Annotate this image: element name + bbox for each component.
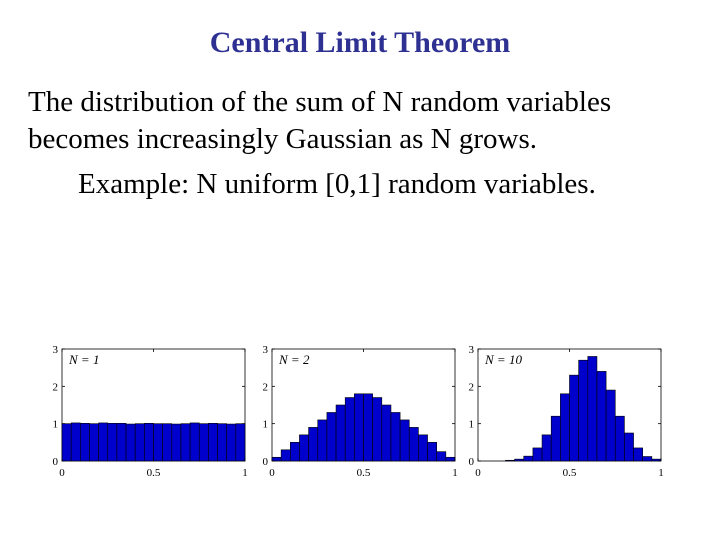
y-tick-label: 2 — [53, 381, 59, 393]
histogram-bar — [560, 393, 570, 462]
histogram-bar — [235, 423, 246, 462]
histogram-bar — [317, 419, 328, 462]
histogram-bar — [116, 422, 127, 462]
panel-n-label: N = 10 — [484, 352, 522, 367]
histogram-bar — [107, 422, 118, 462]
y-tick-label: 2 — [263, 381, 269, 393]
histogram-bar — [605, 389, 616, 462]
x-tick-label: 1 — [242, 467, 248, 479]
histogram-bar — [445, 456, 456, 462]
x-tick-label: 1 — [658, 467, 664, 479]
x-tick-label: 0 — [475, 467, 481, 479]
histogram-bar — [614, 415, 625, 462]
histogram-panel-2: 0 1 2 3 0 0.5 1 N = 2 — [263, 344, 458, 479]
histogram-bar — [633, 447, 643, 462]
example-line: Example: N uniform [0,1] random variable… — [78, 168, 596, 200]
slide-body: The distribution of the sum of N random … — [28, 84, 708, 158]
histogram-bar — [408, 427, 419, 462]
histogram-bar — [89, 423, 99, 462]
histogram-bar — [217, 423, 228, 462]
histogram-bar — [523, 455, 534, 462]
histogram-bar — [372, 397, 383, 462]
histogram-bar — [171, 423, 182, 462]
histogram-bar — [335, 404, 346, 462]
histogram-bar — [153, 423, 163, 462]
histogram-bar — [569, 374, 579, 462]
histogram-bar — [280, 449, 291, 462]
histogram-bar — [354, 393, 364, 462]
histogram-bar — [61, 423, 72, 462]
histogram-bar — [308, 427, 319, 462]
histogram-bar — [299, 434, 309, 462]
histogram-bar — [587, 356, 598, 462]
histogram-bar — [363, 393, 373, 462]
histogram-bar — [162, 423, 173, 462]
histogram-bar — [418, 434, 428, 462]
histogram-bar — [180, 423, 191, 462]
histogram-bar — [550, 415, 561, 462]
histogram-bar — [514, 458, 525, 462]
histogram-bar — [226, 423, 237, 462]
panel-n-label: N = 1 — [68, 352, 99, 367]
histogram-bar — [642, 456, 653, 462]
y-tick-label: 3 — [263, 344, 269, 356]
histogram-bar — [208, 422, 218, 462]
y-tick-label: 3 — [469, 344, 475, 356]
histogram-bar — [390, 412, 401, 462]
histogram-bar — [189, 422, 200, 462]
body-line-2: becomes increasingly Gaussian as N grows… — [28, 123, 537, 155]
histogram-bar — [541, 434, 552, 462]
y-tick-label: 0 — [469, 456, 475, 468]
histogram-bar — [505, 459, 515, 462]
histogram-bar — [578, 359, 589, 462]
y-tick-label: 1 — [469, 419, 475, 431]
histogram-bar — [596, 371, 607, 462]
histogram-panel-3: 0 1 2 3 0 0.5 1 N = 10 — [469, 344, 664, 479]
histogram-bar — [624, 432, 634, 462]
y-tick-label: 2 — [469, 381, 475, 393]
body-line-1: The distribution of the sum of N random … — [28, 86, 612, 118]
y-tick-label: 0 — [263, 456, 269, 468]
histogram-bar — [70, 422, 81, 462]
histogram-bar — [144, 422, 154, 462]
y-tick-label: 0 — [53, 456, 59, 468]
histogram-bar — [399, 419, 410, 462]
y-tick-label: 1 — [263, 419, 269, 431]
histogram-bar — [344, 397, 355, 462]
y-tick-label: 1 — [53, 419, 59, 431]
histogram-bar — [436, 451, 447, 462]
histogram-bar — [98, 422, 109, 462]
histogram-bar — [381, 404, 392, 462]
x-tick-label: 0 — [59, 467, 65, 479]
x-tick-label: 0 — [269, 467, 275, 479]
histogram-bar — [198, 423, 209, 462]
panel-n-label: N = 2 — [278, 352, 310, 367]
x-tick-label: 1 — [452, 467, 458, 479]
histogram-panel-1: 0 1 2 3 0 0.5 1 N = 1 — [53, 344, 248, 479]
x-tick-label: 0.5 — [357, 467, 371, 479]
y-tick-label: 3 — [53, 344, 59, 356]
histogram-bar — [80, 422, 90, 462]
histogram-bar — [289, 442, 300, 462]
histogram-bar — [427, 442, 437, 462]
histogram-bar — [532, 447, 543, 462]
histogram-bar — [134, 423, 145, 462]
x-tick-label: 0.5 — [147, 467, 161, 479]
x-tick-label: 0.5 — [563, 467, 577, 479]
histogram-bar — [125, 423, 136, 462]
histogram-bar — [271, 456, 282, 462]
slide-title: Central Limit Theorem — [209, 26, 511, 59]
histogram-bar — [326, 412, 337, 462]
